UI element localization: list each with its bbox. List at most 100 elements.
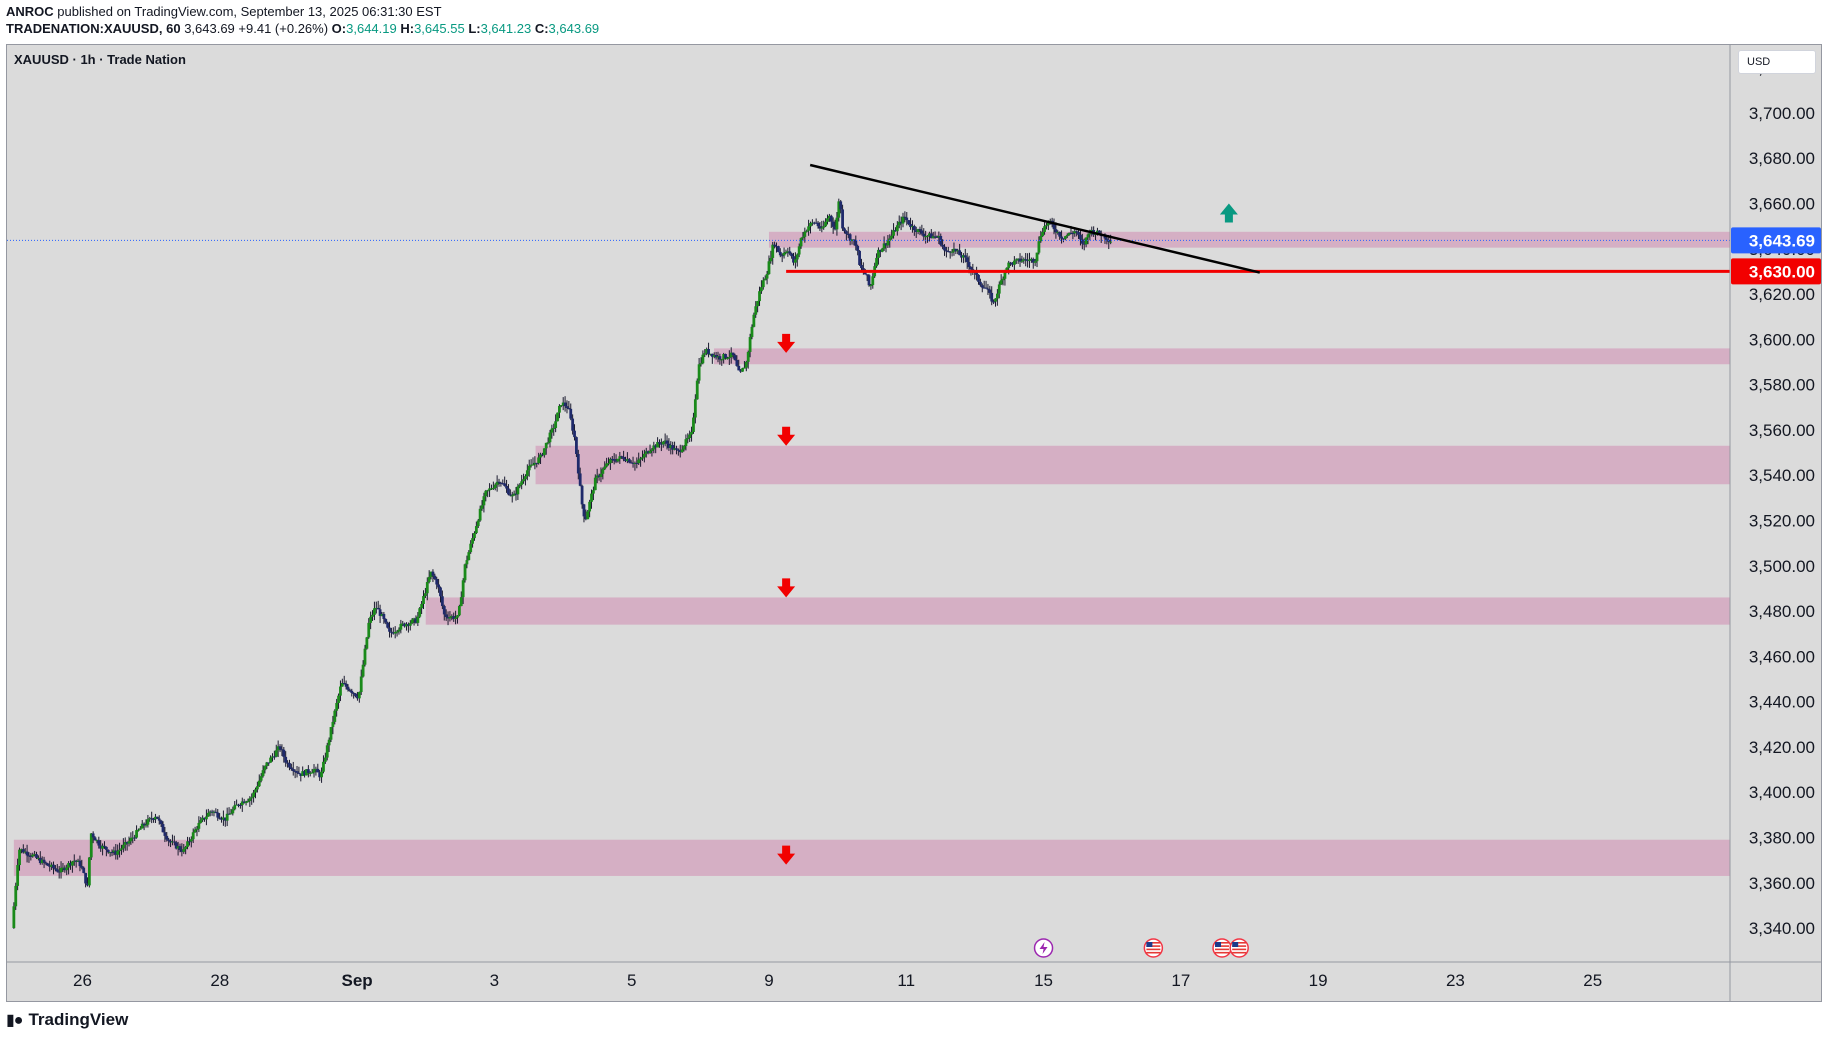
candle-body xyxy=(108,852,112,854)
supply-demand-zone[interactable] xyxy=(13,839,1730,876)
candle-body xyxy=(161,824,165,833)
supply-demand-zone[interactable] xyxy=(714,348,1730,365)
candle-body xyxy=(710,353,714,357)
candle-body xyxy=(790,253,794,257)
us-flag-event-icon[interactable] xyxy=(1143,938,1164,958)
candle-body xyxy=(476,520,480,527)
supply-demand-zone[interactable] xyxy=(768,231,1730,248)
price-tick-label: 3,680.00 xyxy=(1749,149,1815,168)
us-flag-event-icon[interactable] xyxy=(1229,938,1249,958)
candle-body xyxy=(1080,239,1084,244)
candle-body xyxy=(999,280,1003,285)
candle-body xyxy=(120,848,123,850)
price-tick-label: 3,700.00 xyxy=(1749,104,1815,123)
candle-body xyxy=(461,580,465,598)
candle-body xyxy=(703,353,707,355)
candle-body xyxy=(395,631,399,633)
candle-body xyxy=(465,560,469,565)
candle-body xyxy=(744,361,748,368)
candle-body xyxy=(586,511,590,520)
candle-body xyxy=(775,246,778,248)
arrow-down-icon[interactable] xyxy=(777,333,796,353)
candle-body xyxy=(89,833,93,858)
time-tick-label: 3 xyxy=(490,971,499,990)
price-tick-label: 3,580.00 xyxy=(1749,376,1815,395)
candle-body xyxy=(133,837,137,839)
candle-body xyxy=(597,475,601,477)
candle-body xyxy=(739,370,743,372)
candle-body xyxy=(980,285,984,288)
candle-body xyxy=(671,445,675,450)
candle-body xyxy=(142,823,146,826)
candle-body xyxy=(741,368,744,372)
candle-body xyxy=(658,442,661,444)
candle-body xyxy=(782,252,786,256)
candle-body xyxy=(352,692,356,694)
author-name[interactable]: ANROC xyxy=(6,4,54,19)
candle-body xyxy=(678,450,682,453)
candle-body xyxy=(844,231,848,234)
candle-body xyxy=(686,438,690,440)
resistance-trendline[interactable] xyxy=(809,163,1261,274)
candle-body xyxy=(210,811,214,813)
candle-body xyxy=(186,841,189,847)
candle-body xyxy=(754,306,758,315)
arrow-down-icon[interactable] xyxy=(777,845,796,865)
arrow-up-icon[interactable] xyxy=(1219,203,1238,223)
candle-body xyxy=(1082,243,1086,245)
arrow-down-icon[interactable] xyxy=(777,578,796,598)
candle-body xyxy=(152,818,155,820)
candle-body xyxy=(758,291,761,302)
candle-body xyxy=(920,230,924,234)
supply-demand-zone[interactable] xyxy=(535,445,1730,485)
candle-body xyxy=(74,860,78,862)
price-tick-label: 3,520.00 xyxy=(1749,511,1815,530)
candle-body xyxy=(1071,233,1075,235)
candle-body xyxy=(718,356,722,360)
candle-body xyxy=(646,451,650,454)
candle-body xyxy=(903,216,907,218)
candle-body xyxy=(146,819,150,825)
candle-body xyxy=(805,230,809,232)
candle-body xyxy=(401,623,405,625)
candle-body xyxy=(550,428,554,433)
candle-body xyxy=(348,689,352,691)
candle-body xyxy=(1037,241,1041,253)
tradingview-logo[interactable]: ▮● TradingView xyxy=(6,1007,128,1033)
us-flag-event-icon[interactable] xyxy=(1212,938,1232,958)
candle-body xyxy=(969,267,973,270)
time-axis[interactable]: 26 28 Sep 3 5 9 11 15 17 19 23 25 xyxy=(7,961,1821,990)
candle-body xyxy=(425,582,429,594)
candle-body xyxy=(518,484,522,487)
candle-body xyxy=(612,459,616,461)
candle-body xyxy=(269,757,272,763)
candle-body xyxy=(33,854,37,856)
time-tick-label: 5 xyxy=(627,971,636,990)
candle-body xyxy=(1084,237,1088,245)
candle-body xyxy=(894,230,897,232)
candle-body xyxy=(882,243,886,249)
candle-body xyxy=(361,664,365,677)
candle-body xyxy=(456,615,459,618)
currency-selector[interactable]: USD xyxy=(1738,50,1816,74)
candle-body xyxy=(516,486,520,495)
candle-body xyxy=(201,817,205,821)
candle-body xyxy=(520,481,524,485)
candle-body xyxy=(735,360,739,366)
candle-body xyxy=(278,746,282,750)
candle-body xyxy=(391,632,395,634)
candle-body xyxy=(803,231,807,237)
candle-body xyxy=(123,842,127,845)
candle-body xyxy=(306,769,310,773)
supply-demand-zone[interactable] xyxy=(425,597,1730,625)
candle-body xyxy=(661,441,665,445)
candle-body xyxy=(223,817,227,821)
arrow-down-icon[interactable] xyxy=(777,426,796,446)
candle-body xyxy=(984,287,988,289)
price-tick-label: 3,560.00 xyxy=(1749,421,1815,440)
candle-body xyxy=(863,271,867,275)
price-axis[interactable]: 3,720.003,700.003,680.003,660.003,640.00… xyxy=(1729,45,1821,1002)
candle-body xyxy=(322,761,325,772)
candle-body xyxy=(1045,225,1048,227)
